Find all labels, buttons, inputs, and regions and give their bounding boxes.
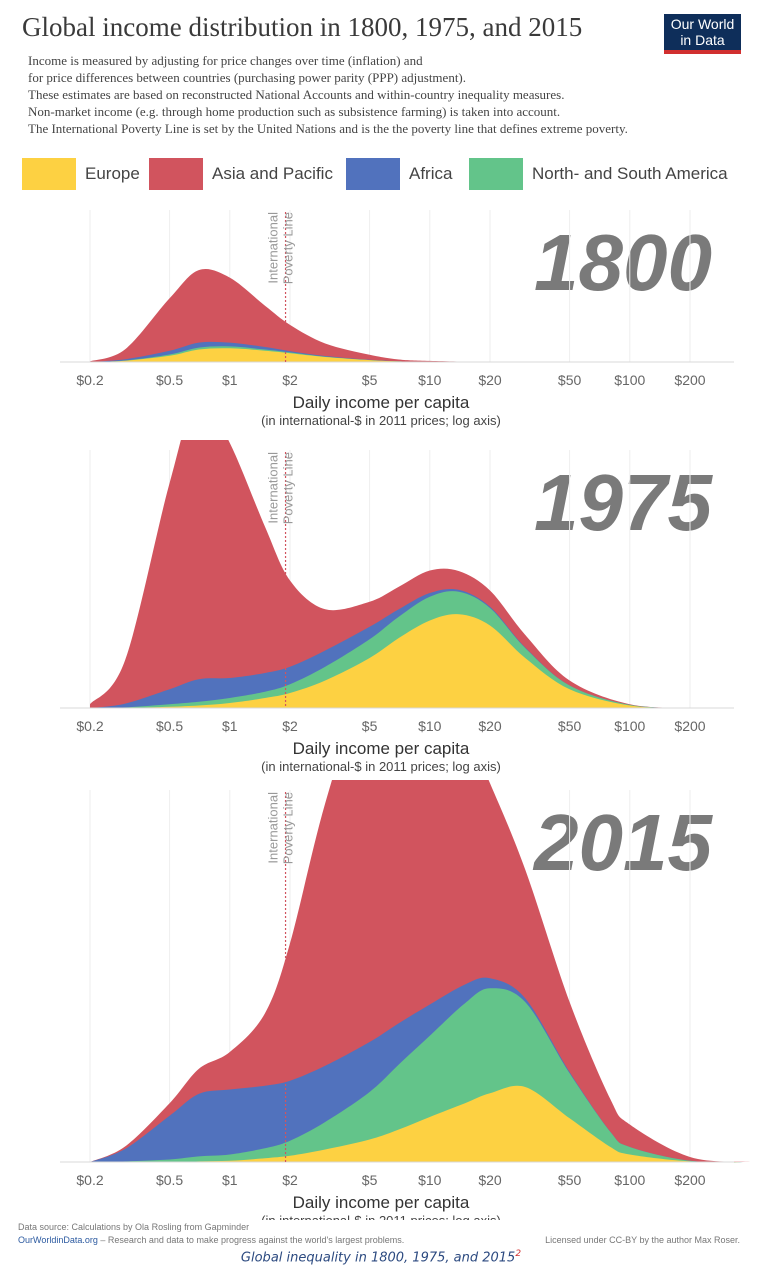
x-tick-label: $200 — [674, 372, 705, 388]
year-label: 1800 — [534, 218, 712, 307]
x-tick-label: $0.2 — [76, 1172, 103, 1188]
legend-label: Europe — [85, 164, 140, 183]
x-tick-label: $100 — [614, 372, 645, 388]
x-tick-label: $2 — [282, 1172, 298, 1188]
x-axis-subtitle: (in international-$ in 2011 prices; log … — [261, 413, 501, 428]
x-axis-subtitle: (in international-$ in 2011 prices; log … — [261, 1213, 501, 1220]
area-europe — [90, 614, 690, 709]
note-line: Income is measured by adjusting for pric… — [28, 53, 423, 68]
x-tick-label: $20 — [478, 372, 502, 388]
area-europe — [90, 1085, 751, 1163]
poverty-line-label: InternationalPoverty Line — [266, 452, 296, 524]
x-tick-label: $1 — [222, 718, 238, 734]
legend-item-africa[interactable]: Africa — [346, 158, 452, 190]
x-tick-label: $5 — [362, 718, 378, 734]
x-tick-label: $0.5 — [156, 1172, 183, 1188]
area-asia-and-pacific — [90, 440, 690, 708]
x-tick-label: $100 — [614, 1172, 645, 1188]
note-line: Non-market income (e.g. through home pro… — [28, 104, 561, 119]
logo-line-2: in Data — [680, 32, 725, 48]
logo-line-1: Our World — [670, 16, 735, 32]
area-asia-and-pacific — [90, 268, 570, 363]
legend-label: Africa — [409, 164, 453, 183]
x-tick-label: $0.5 — [156, 718, 183, 734]
poverty-line-label: InternationalPoverty Line — [266, 212, 296, 284]
legend-label: Asia and Pacific — [212, 164, 333, 183]
x-tick-label: $10 — [418, 372, 442, 388]
x-tick-label: $0.5 — [156, 372, 183, 388]
x-tick-label: $1 — [222, 1172, 238, 1188]
chart-notes: Income is measured by adjusting for pric… — [28, 52, 748, 137]
legend-swatch — [346, 158, 400, 190]
x-tick-label: $5 — [362, 372, 378, 388]
legend-swatch — [22, 158, 76, 190]
x-tick-label: $1 — [222, 372, 238, 388]
x-tick-label: $20 — [478, 718, 502, 734]
legend-item-europe[interactable]: Europe — [22, 158, 140, 190]
chart-panel-1800: 1800 InternationalPoverty Line $0.2 $0.5 $1 $… — [60, 210, 734, 428]
license-note: Licensed under CC-BY by the author Max R… — [545, 1235, 740, 1245]
site-tagline: – Research and data to make progress aga… — [97, 1235, 405, 1245]
x-tick-label: $50 — [558, 372, 582, 388]
caption-text: Global inequality in 1800, 1975, and 201… — [240, 1250, 516, 1266]
area-europe — [90, 348, 570, 362]
x-tick-label: $100 — [614, 718, 645, 734]
footnote-ref: 2 — [515, 1249, 522, 1259]
figure-caption: Global inequality in 1800, 1975, and 201… — [0, 1249, 762, 1265]
x-tick-label: $200 — [674, 1172, 705, 1188]
x-tick-label: $0.2 — [76, 718, 103, 734]
year-label: 2015 — [532, 798, 713, 887]
site-credit: OurWorldinData.org – Research and data t… — [18, 1235, 404, 1245]
chart-panel-2015: 2015 InternationalPoverty Line $0.2 $0.5 $1 $… — [60, 780, 751, 1220]
x-tick-label: $2 — [282, 718, 298, 734]
site-link[interactable]: OurWorldinData.org — [18, 1235, 98, 1245]
owid-logo[interactable]: Our World in Data — [664, 14, 741, 54]
x-axis-title: Daily income per capita — [293, 393, 470, 412]
area-north-and-south-america — [90, 988, 751, 1163]
x-tick-label: $5 — [362, 1172, 378, 1188]
area-asia-and-pacific — [90, 780, 751, 1162]
legend-item-americas[interactable]: North- and South America — [469, 158, 728, 190]
x-tick-label: $10 — [418, 718, 442, 734]
year-label: 1975 — [534, 458, 713, 547]
x-tick-label: $10 — [418, 1172, 442, 1188]
x-tick-label: $200 — [674, 718, 705, 734]
data-source-note: Data source: Calculations by Ola Rosling… — [18, 1222, 250, 1232]
x-axis-subtitle: (in international-$ in 2011 prices; log … — [261, 759, 501, 774]
x-axis-title: Daily income per capita — [293, 739, 470, 758]
note-line: These estimates are based on reconstruct… — [28, 87, 565, 102]
x-tick-label: $2 — [282, 372, 298, 388]
note-line: The International Poverty Line is set by… — [28, 121, 628, 136]
x-tick-label: $0.2 — [76, 372, 103, 388]
chart-title: Global income distribution in 1800, 1975… — [22, 12, 583, 42]
x-tick-label: $50 — [558, 1172, 582, 1188]
x-tick-label: $50 — [558, 718, 582, 734]
legend-item-asia-pacific[interactable]: Asia and Pacific — [149, 158, 333, 190]
legend-swatch — [149, 158, 203, 190]
legend-label: North- and South America — [532, 164, 728, 183]
poverty-line-label: InternationalPoverty Line — [266, 792, 296, 864]
legend-swatch — [469, 158, 523, 190]
note-line: for price differences between countries … — [28, 70, 467, 85]
x-tick-label: $20 — [478, 1172, 502, 1188]
chart-panel-1975: 1975 InternationalPoverty Line $0.2 $0.5 $1 $… — [60, 440, 734, 774]
x-axis-title: Daily income per capita — [293, 1193, 470, 1212]
